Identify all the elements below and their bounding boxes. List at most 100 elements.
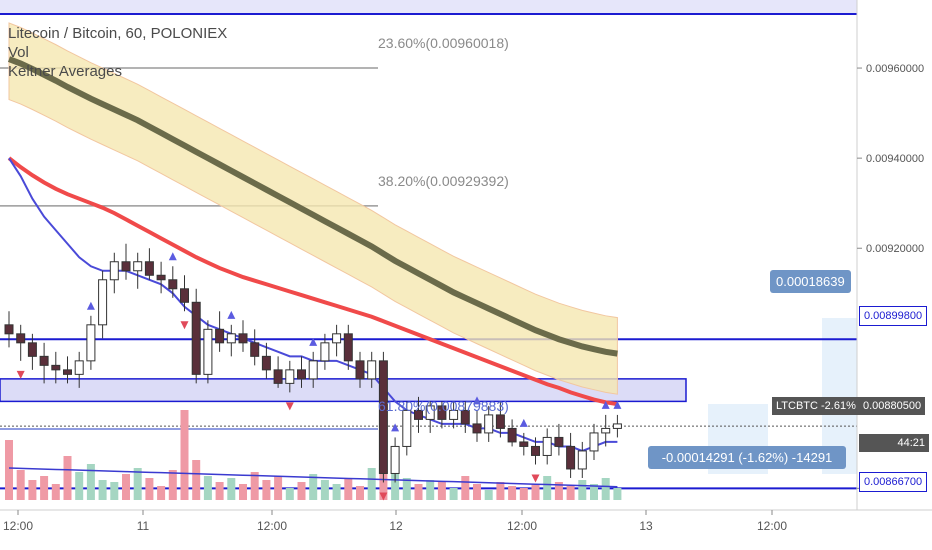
candle-body (273, 369, 283, 384)
volume-bar (402, 478, 411, 500)
time-tick-label: 12:00 (257, 519, 287, 533)
candle-body (320, 342, 330, 362)
candle-body (285, 369, 295, 384)
volume-bar (28, 480, 37, 500)
measure-range-bottom: -0.00014291 (-1.62%) -14291 (648, 446, 846, 469)
volume-bar (75, 472, 84, 500)
volume-bar (51, 484, 60, 500)
candle-body (144, 261, 154, 276)
candle-body (612, 423, 622, 429)
volume-bar (391, 470, 400, 500)
volume-bar (168, 470, 177, 500)
volume-bar (86, 464, 95, 500)
candle-body (86, 324, 96, 362)
price-tick-label: 0.00940000 (866, 153, 924, 165)
candle-body (378, 360, 388, 474)
volume-bar (554, 482, 563, 500)
candle-body (180, 288, 189, 303)
candle-body (250, 342, 260, 357)
volume-bar (110, 482, 119, 500)
plot-area (0, 13, 857, 501)
volume-bar (239, 484, 247, 500)
volume-bar (531, 484, 540, 500)
candle-body (51, 364, 61, 371)
candle-body (74, 360, 84, 375)
signal-up-arrow (601, 400, 610, 409)
support-zone-rect (0, 378, 687, 403)
candle-body (601, 427, 611, 434)
signal-up-arrow (309, 337, 318, 346)
candle-body (495, 414, 505, 429)
candle-body (449, 409, 459, 420)
time-tick-label: 11 (137, 519, 150, 533)
volume-ma-line (8, 467, 618, 488)
keltner-band (8, 22, 618, 395)
signal-up-arrow (227, 310, 236, 319)
volume-bar (543, 476, 552, 500)
candle-body (121, 261, 131, 272)
legend-volume[interactable]: Vol (8, 44, 29, 61)
candle-body (4, 324, 14, 335)
signal-down-arrow (379, 492, 388, 501)
legend-indicator[interactable]: Keltner Averages (8, 63, 122, 80)
volume-bar (367, 468, 376, 500)
candle-body (589, 432, 599, 452)
volume-bar (519, 488, 528, 500)
volume-bar (63, 456, 72, 500)
volume-bar (496, 482, 505, 500)
signal-up-arrow (168, 252, 177, 261)
volume-bar (426, 480, 435, 500)
volume-bar (285, 488, 294, 500)
legend-symbol[interactable]: Litecoin / Bitcoin, 60, POLONIEX (8, 25, 228, 42)
candle-body (507, 427, 517, 443)
ema-red-line (7, 156, 618, 407)
volume-bar (566, 486, 575, 500)
volume-bar (262, 480, 271, 500)
signal-down-arrow (180, 321, 189, 330)
time-tick-label: 12:00 (3, 519, 33, 533)
volume-bar (274, 476, 283, 500)
signal-down-arrow (285, 402, 294, 411)
time-tick-label: 12 (389, 519, 403, 533)
candle-body (63, 369, 72, 375)
candle-body (109, 261, 119, 281)
candle-body (156, 274, 166, 281)
volume-bar (157, 486, 166, 500)
fullscreen-top-band (0, 0, 857, 14)
candle-body (297, 369, 306, 380)
fib-level-label: 61.80%(0.00879883) (378, 398, 509, 414)
volume-bar (414, 484, 423, 500)
candle-body (168, 279, 178, 290)
candle-body (554, 436, 564, 447)
level-lower-price-label: 0.00866700 (859, 472, 928, 492)
volume-bar (192, 460, 201, 500)
candle-body (98, 279, 108, 326)
candle-body (238, 333, 248, 344)
candle-body (27, 342, 37, 357)
candle-body (437, 405, 447, 420)
volume-bar (250, 472, 259, 500)
ticker-change-label: LTCBTC -2.61% (772, 397, 860, 415)
candle-body (472, 423, 482, 434)
candle-body (261, 355, 271, 371)
candle-body (203, 328, 213, 375)
volume-bar (215, 482, 224, 500)
volume-bar (5, 440, 13, 500)
signal-up-arrow (391, 423, 400, 432)
volume-bar (180, 410, 189, 500)
candle-body (343, 333, 353, 362)
time-axis: 12:00 11 12:00 12 12:00 13 12:00 (3, 510, 787, 533)
volume-bar (332, 484, 341, 500)
candle-body (566, 445, 576, 470)
candle-body (577, 450, 587, 470)
candle-body (402, 409, 412, 447)
price-tick-label: 0.00960000 (866, 63, 924, 75)
candle-body (531, 445, 540, 456)
volume-bar (40, 476, 49, 500)
time-tick-label: 12:00 (507, 519, 537, 533)
candle-body (460, 409, 470, 425)
candle-body (425, 405, 435, 420)
candle-body (355, 360, 365, 380)
